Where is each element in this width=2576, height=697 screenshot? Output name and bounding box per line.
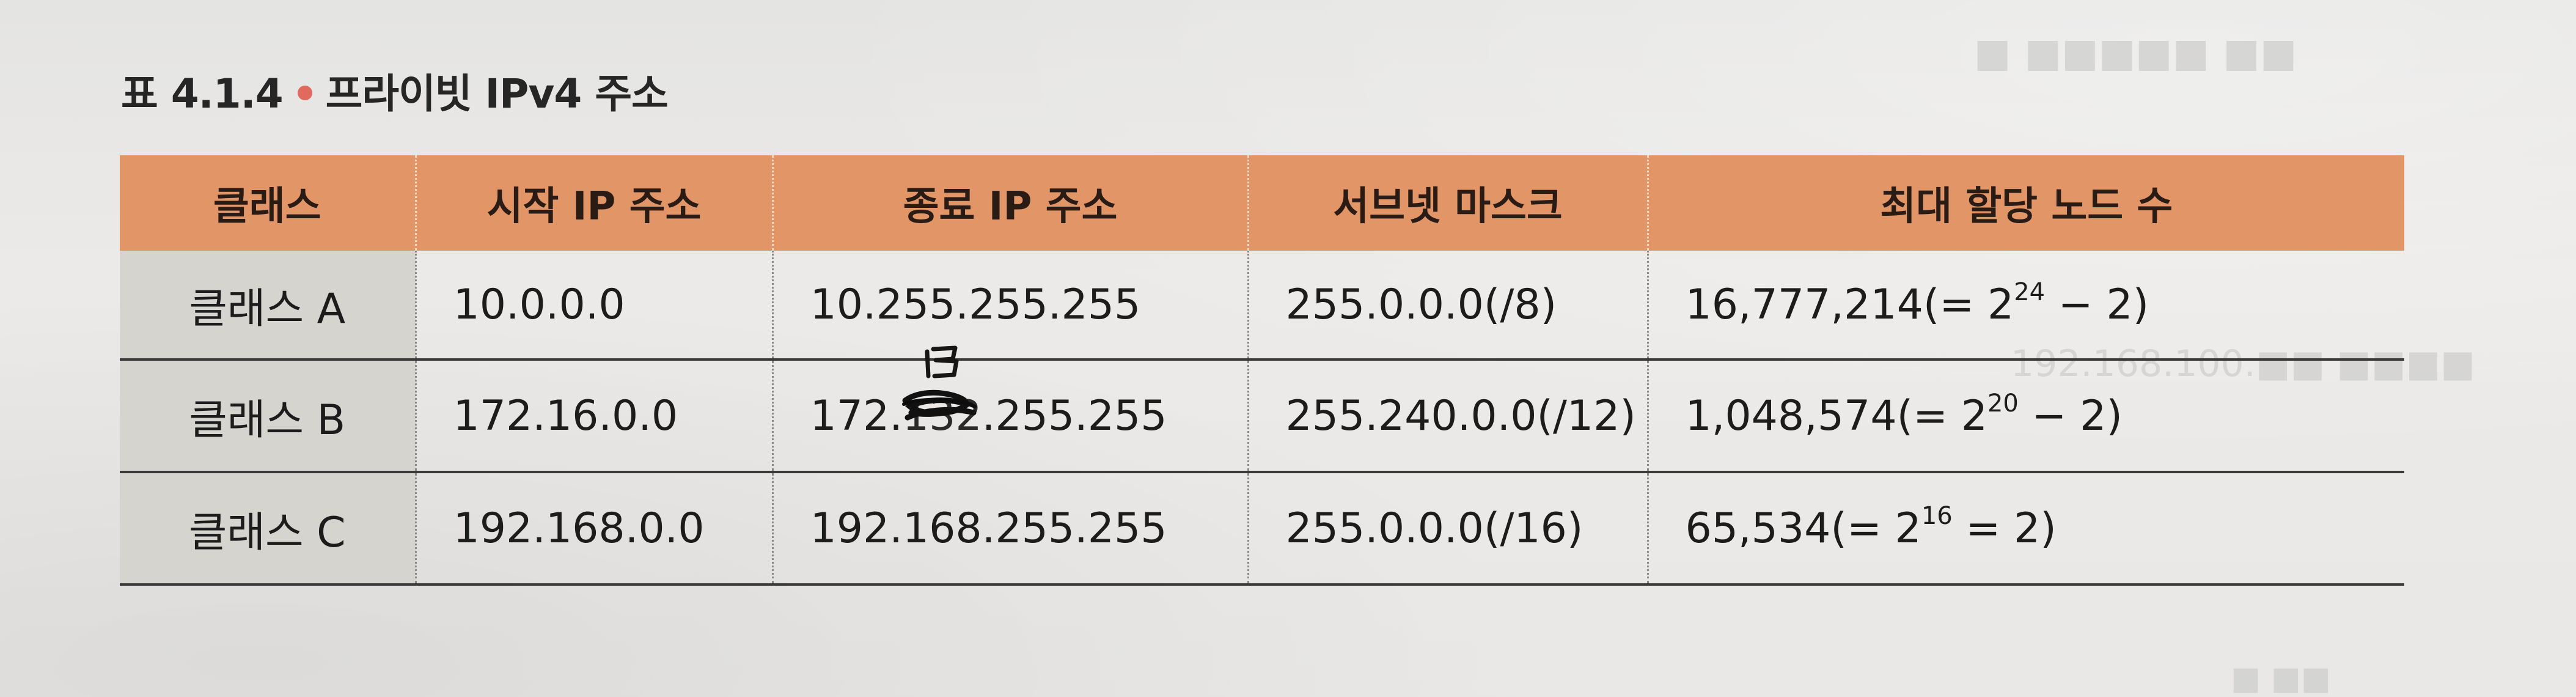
subnet-mask-cell: 255.0.0.0(/16) (1247, 472, 1648, 586)
class-cell: 클래스 A (120, 251, 416, 361)
table-row: 클래스 C 192.168.0.0 192.168.255.255 255.0.… (120, 472, 2404, 586)
node-count: 1,048,574(= 2 (1685, 391, 1987, 440)
exponent: 24 (2014, 278, 2046, 306)
struck-octet: 132 (902, 391, 982, 440)
handwritten-correction: 132 (901, 345, 982, 440)
table-caption: 표 4.1.4 프라이빗 IPv4 주소 (121, 61, 669, 120)
header-end-ip: 종료 IP 주소 (771, 155, 1248, 251)
show-through-label: ■ ■■ (2231, 660, 2331, 697)
header-start-ip: 시작 IP 주소 (414, 155, 772, 251)
private-ipv4-table: 클래스 시작 IP 주소 종료 IP 주소 서브넷 마스크 최대 할당 노드 수… (120, 155, 2404, 586)
subnet-mask-cell: 255.0.0.0(/8) (1247, 251, 1648, 361)
node-formula-tail: = 2) (1952, 504, 2057, 553)
caption-bullet-icon (297, 85, 312, 100)
table-title: 프라이빗 IPv4 주소 (325, 70, 669, 117)
start-ip-cell: 10.0.0.0 (414, 251, 772, 361)
node-formula-tail: − 2) (2045, 280, 2149, 329)
max-nodes-cell: 1,048,574(= 220 − 2) (1646, 360, 2404, 473)
subnet-mask-cell: 255.240.0.0(/12) (1247, 360, 1648, 473)
show-through-heading: ■ ■■■■■ ■■ (1974, 31, 2297, 76)
end-ip-cell: 10.255.255.255 (771, 251, 1248, 361)
table-row: 클래스 A 10.0.0.0 10.255.255.255 255.0.0.0(… (120, 251, 2404, 361)
end-ip-prefix: 172. (810, 391, 903, 440)
max-nodes-cell: 65,534(= 216 = 2) (1646, 472, 2404, 586)
exponent: 20 (1987, 389, 2019, 418)
node-formula-tail: − 2) (2018, 391, 2123, 440)
class-cell: 클래스 B (120, 360, 416, 473)
start-ip-cell: 172.16.0.0 (414, 360, 772, 473)
start-ip-cell: 192.168.0.0 (414, 472, 772, 586)
node-count: 65,534(= 2 (1685, 504, 1921, 553)
end-ip-suffix: .255.255 (982, 391, 1167, 440)
header-class: 클래스 (120, 155, 416, 251)
end-ip-cell: 192.168.255.255 (771, 472, 1248, 586)
table-number: 표 4.1.4 (121, 70, 284, 117)
max-nodes-cell: 16,777,214(= 224 − 2) (1646, 251, 2404, 361)
end-ip-cell: 172.132 .255.255 (771, 345, 1248, 473)
header-subnet-mask: 서브넷 마스크 (1247, 155, 1648, 251)
table-row: 클래스 B 172.16.0.0 172.132 .255.255 255.24… (120, 345, 2404, 473)
node-count: 16,777,214(= 2 (1685, 280, 2014, 329)
header-max-nodes: 최대 할당 노드 수 (1646, 155, 2404, 251)
exponent: 16 (1921, 501, 1953, 530)
class-cell: 클래스 C (120, 472, 416, 586)
table-header-row: 클래스 시작 IP 주소 종료 IP 주소 서브넷 마스크 최대 할당 노드 수 (120, 155, 2404, 251)
